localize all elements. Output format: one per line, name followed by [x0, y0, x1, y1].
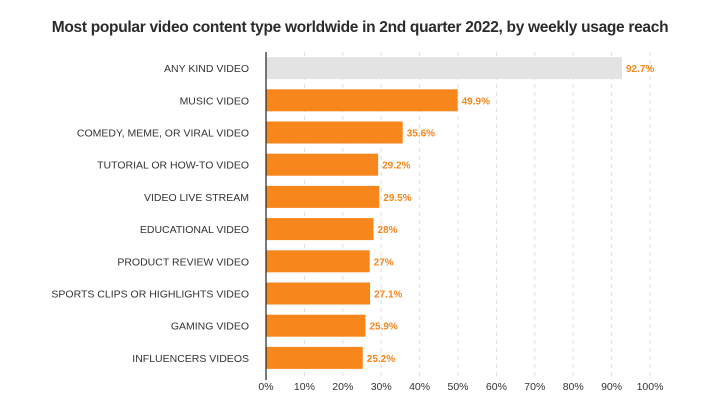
bar-5	[266, 218, 374, 241]
bar-6	[266, 250, 370, 273]
bar-9	[266, 346, 363, 369]
x-tick-label: 50%	[447, 381, 468, 393]
category-label: SPORTS CLIPS OR HIGHLIGHTS VIDEO	[51, 289, 249, 301]
category-label: PRODUCT REVIEW VIDEO	[117, 256, 249, 268]
value-label: 92.7%	[626, 64, 654, 75]
value-labels: 92.7% 49.9% 35.6% 29.2% 29.5% 28% 27% 27.1% 25.9…	[367, 64, 655, 365]
x-tick-label: 30%	[371, 381, 392, 393]
bar-7	[266, 282, 371, 305]
chart-title: Most popular video content type worldwid…	[51, 19, 669, 36]
value-label: 49.9%	[462, 96, 490, 107]
value-label: 29.5%	[383, 193, 411, 204]
bar-1	[266, 89, 458, 112]
category-label: MUSIC VIDEO	[180, 95, 249, 107]
category-label: ANY KIND VIDEO	[164, 63, 249, 75]
value-label: 29.2%	[382, 161, 410, 172]
x-tick-label: 10%	[294, 381, 315, 393]
value-label: 28%	[378, 225, 398, 236]
bar-2	[266, 121, 403, 144]
category-label: TUTORIAL OR HOW-TO VIDEO	[97, 160, 249, 172]
x-axis-ticks: 0% 10% 20% 30% 40% 50% 60% 70% 80% 90% 100%	[258, 381, 663, 393]
x-tick-label: 100%	[637, 381, 664, 393]
x-tick-label: 0%	[258, 381, 273, 393]
x-tick-label: 20%	[332, 381, 353, 393]
category-label: VIDEO LIVE STREAM	[144, 192, 249, 204]
x-tick-label: 60%	[486, 381, 507, 393]
bar-0	[266, 57, 622, 80]
category-labels: ANY KIND VIDEO MUSIC VIDEO COMEDY, MEME, O…	[51, 63, 249, 365]
x-tick-label: 80%	[563, 381, 584, 393]
value-label: 27.1%	[374, 290, 402, 301]
bar-8	[266, 314, 366, 337]
value-label: 27%	[374, 257, 394, 268]
category-label: GAMING VIDEO	[171, 321, 249, 333]
category-label: INFLUENCERS VIDEOS	[132, 353, 249, 365]
bars	[266, 57, 622, 369]
bar-3	[266, 153, 379, 176]
value-label: 25.2%	[367, 354, 395, 365]
x-tick-label: 90%	[601, 381, 622, 393]
value-label: 35.6%	[407, 129, 435, 140]
category-label: COMEDY, MEME, OR VIRAL VIDEO	[77, 128, 249, 140]
x-tick-label: 40%	[409, 381, 430, 393]
x-tick-label: 70%	[524, 381, 545, 393]
category-label: EDUCATIONAL VIDEO	[140, 224, 249, 236]
value-label: 25.9%	[369, 322, 397, 333]
bar-4	[266, 185, 380, 208]
